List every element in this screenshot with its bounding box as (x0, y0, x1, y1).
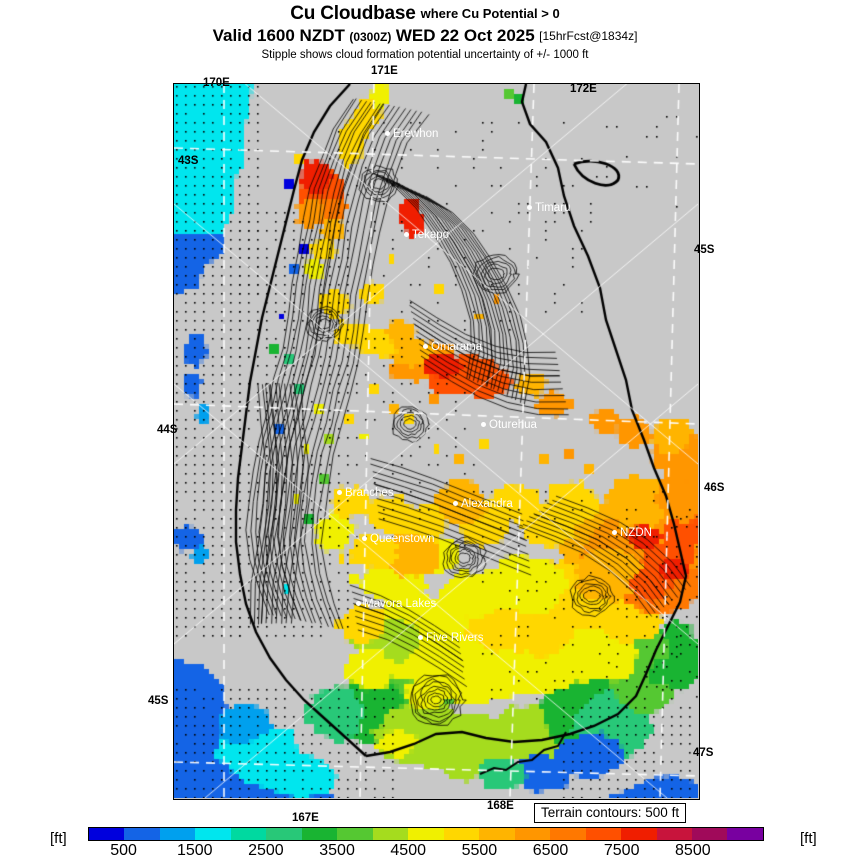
colorbar-unit-left: [ft] (50, 830, 67, 847)
valid-date: WED 22 Oct 2025 (395, 25, 535, 45)
colorbar-band (89, 828, 125, 840)
colorbar-band (372, 828, 409, 840)
city-name: Branches (345, 487, 394, 499)
colorbar-band (656, 828, 692, 840)
valid-time: Valid 1600 NZDT (212, 25, 345, 45)
colorbar-unit-right: [ft] (800, 830, 817, 847)
colorbar-band (585, 828, 622, 840)
city-name: Omarama (431, 341, 483, 353)
forecast-run-tag: [15hrFcst@1834z] (539, 28, 638, 43)
colorbar-tick: 6500 (532, 842, 569, 859)
city-name: Erewhon (393, 128, 439, 140)
city-marker-dot (612, 530, 617, 535)
longitude-label: 167E (292, 812, 319, 824)
colorbar-band (621, 828, 657, 840)
colorbar-band (443, 828, 480, 840)
city-name: Mavora Lakes (364, 598, 437, 610)
stipple-note: Stipple shows cloud formation potential … (261, 48, 589, 61)
city-label: Alexandra (453, 498, 513, 510)
city-marker-dot (418, 635, 423, 640)
colorbar-band (301, 828, 338, 840)
colorbar-bands (88, 827, 764, 841)
latitude-label: 45S (694, 244, 715, 256)
city-marker-dot (527, 205, 532, 210)
longitude-label: 172E (570, 83, 597, 95)
longitude-label: 171E (371, 65, 398, 77)
city-marker-dot (481, 422, 486, 427)
colorbar-tick: 5500 (461, 842, 498, 859)
colorbar-band (124, 828, 160, 840)
city-marker-dot (404, 232, 409, 237)
city-label: NZDN (612, 527, 652, 539)
colorbar-band (337, 828, 373, 840)
city-name: Five Rivers (426, 632, 484, 644)
latitude-label: 47S (693, 747, 714, 759)
colorbar-tick: 3500 (319, 842, 355, 859)
colorbar-tick-labels: 500 1500 2500 3500 4500 5500 6500 7500 8500 (88, 842, 764, 860)
city-name: Alexandra (461, 498, 513, 510)
colorbar-tick: 7500 (603, 842, 640, 859)
city-label: Erewhon (385, 128, 438, 140)
latitude-label: 44S (157, 424, 178, 436)
page-title: Cu Cloudbase (290, 3, 416, 24)
colorbar: [ft] [ft] 500 1500 2500 3500 4500 5500 6500 750… (0, 825, 850, 860)
city-name: NZDN (620, 527, 652, 539)
colorbar-band (514, 828, 551, 840)
colorbar-band (550, 828, 586, 840)
latitude-label: 43S (178, 155, 199, 167)
longitude-label: 170E (203, 77, 230, 89)
longitude-label: 168E (487, 800, 514, 812)
colorbar-band (266, 828, 302, 840)
colorbar-band (691, 828, 728, 840)
city-label: Timaru (527, 202, 570, 214)
title-row-main: Cu Cloudbase where Cu Potential > 0 (0, 4, 850, 24)
city-marker-dot (453, 501, 458, 506)
city-label: Queenstown (362, 533, 435, 545)
city-label: Branches (337, 487, 394, 499)
city-label: Omarama (423, 341, 482, 353)
colorbar-tick: 1500 (176, 842, 213, 859)
colorbar-band (230, 828, 267, 840)
latitude-label: 45S (148, 695, 169, 707)
city-label: Oturehua (481, 419, 537, 431)
colorbar-band (479, 828, 515, 840)
colorbar-tick: 2500 (248, 842, 284, 859)
colorbar-tick: 4500 (390, 842, 426, 859)
title-row-valid: Valid 1600 NZDT (0300Z) WED 22 Oct 2025 … (0, 27, 850, 46)
map-raster-layer (174, 84, 698, 798)
city-label: Five Rivers (418, 632, 484, 644)
colorbar-tick: 8500 (675, 842, 711, 859)
forecast-map[interactable] (173, 83, 700, 800)
terrain-contour-legend: Terrain contours: 500 ft (534, 803, 687, 823)
city-name: Oturehua (489, 419, 537, 431)
city-marker-dot (362, 536, 367, 541)
city-label: Tekapo (404, 229, 449, 241)
city-marker-dot (385, 131, 390, 136)
title-block: Cu Cloudbase where Cu Potential > 0 Valid… (0, 4, 850, 61)
city-label: Mavora Lakes (356, 598, 436, 610)
city-marker-dot (423, 344, 428, 349)
colorbar-tick: 500 (110, 842, 137, 859)
city-name: Tekapo (412, 229, 450, 241)
city-marker-dot (337, 490, 342, 495)
city-marker-dot (356, 601, 361, 606)
colorbar-band (727, 828, 763, 840)
latitude-label: 46S (704, 482, 725, 494)
city-name: Timaru (535, 202, 571, 214)
colorbar-band (195, 828, 231, 840)
city-name: Queenstown (370, 533, 435, 545)
colorbar-band (408, 828, 444, 840)
title-condition: where Cu Potential > 0 (420, 6, 560, 21)
colorbar-band (159, 828, 196, 840)
valid-time-utc: (0300Z) (349, 29, 392, 44)
